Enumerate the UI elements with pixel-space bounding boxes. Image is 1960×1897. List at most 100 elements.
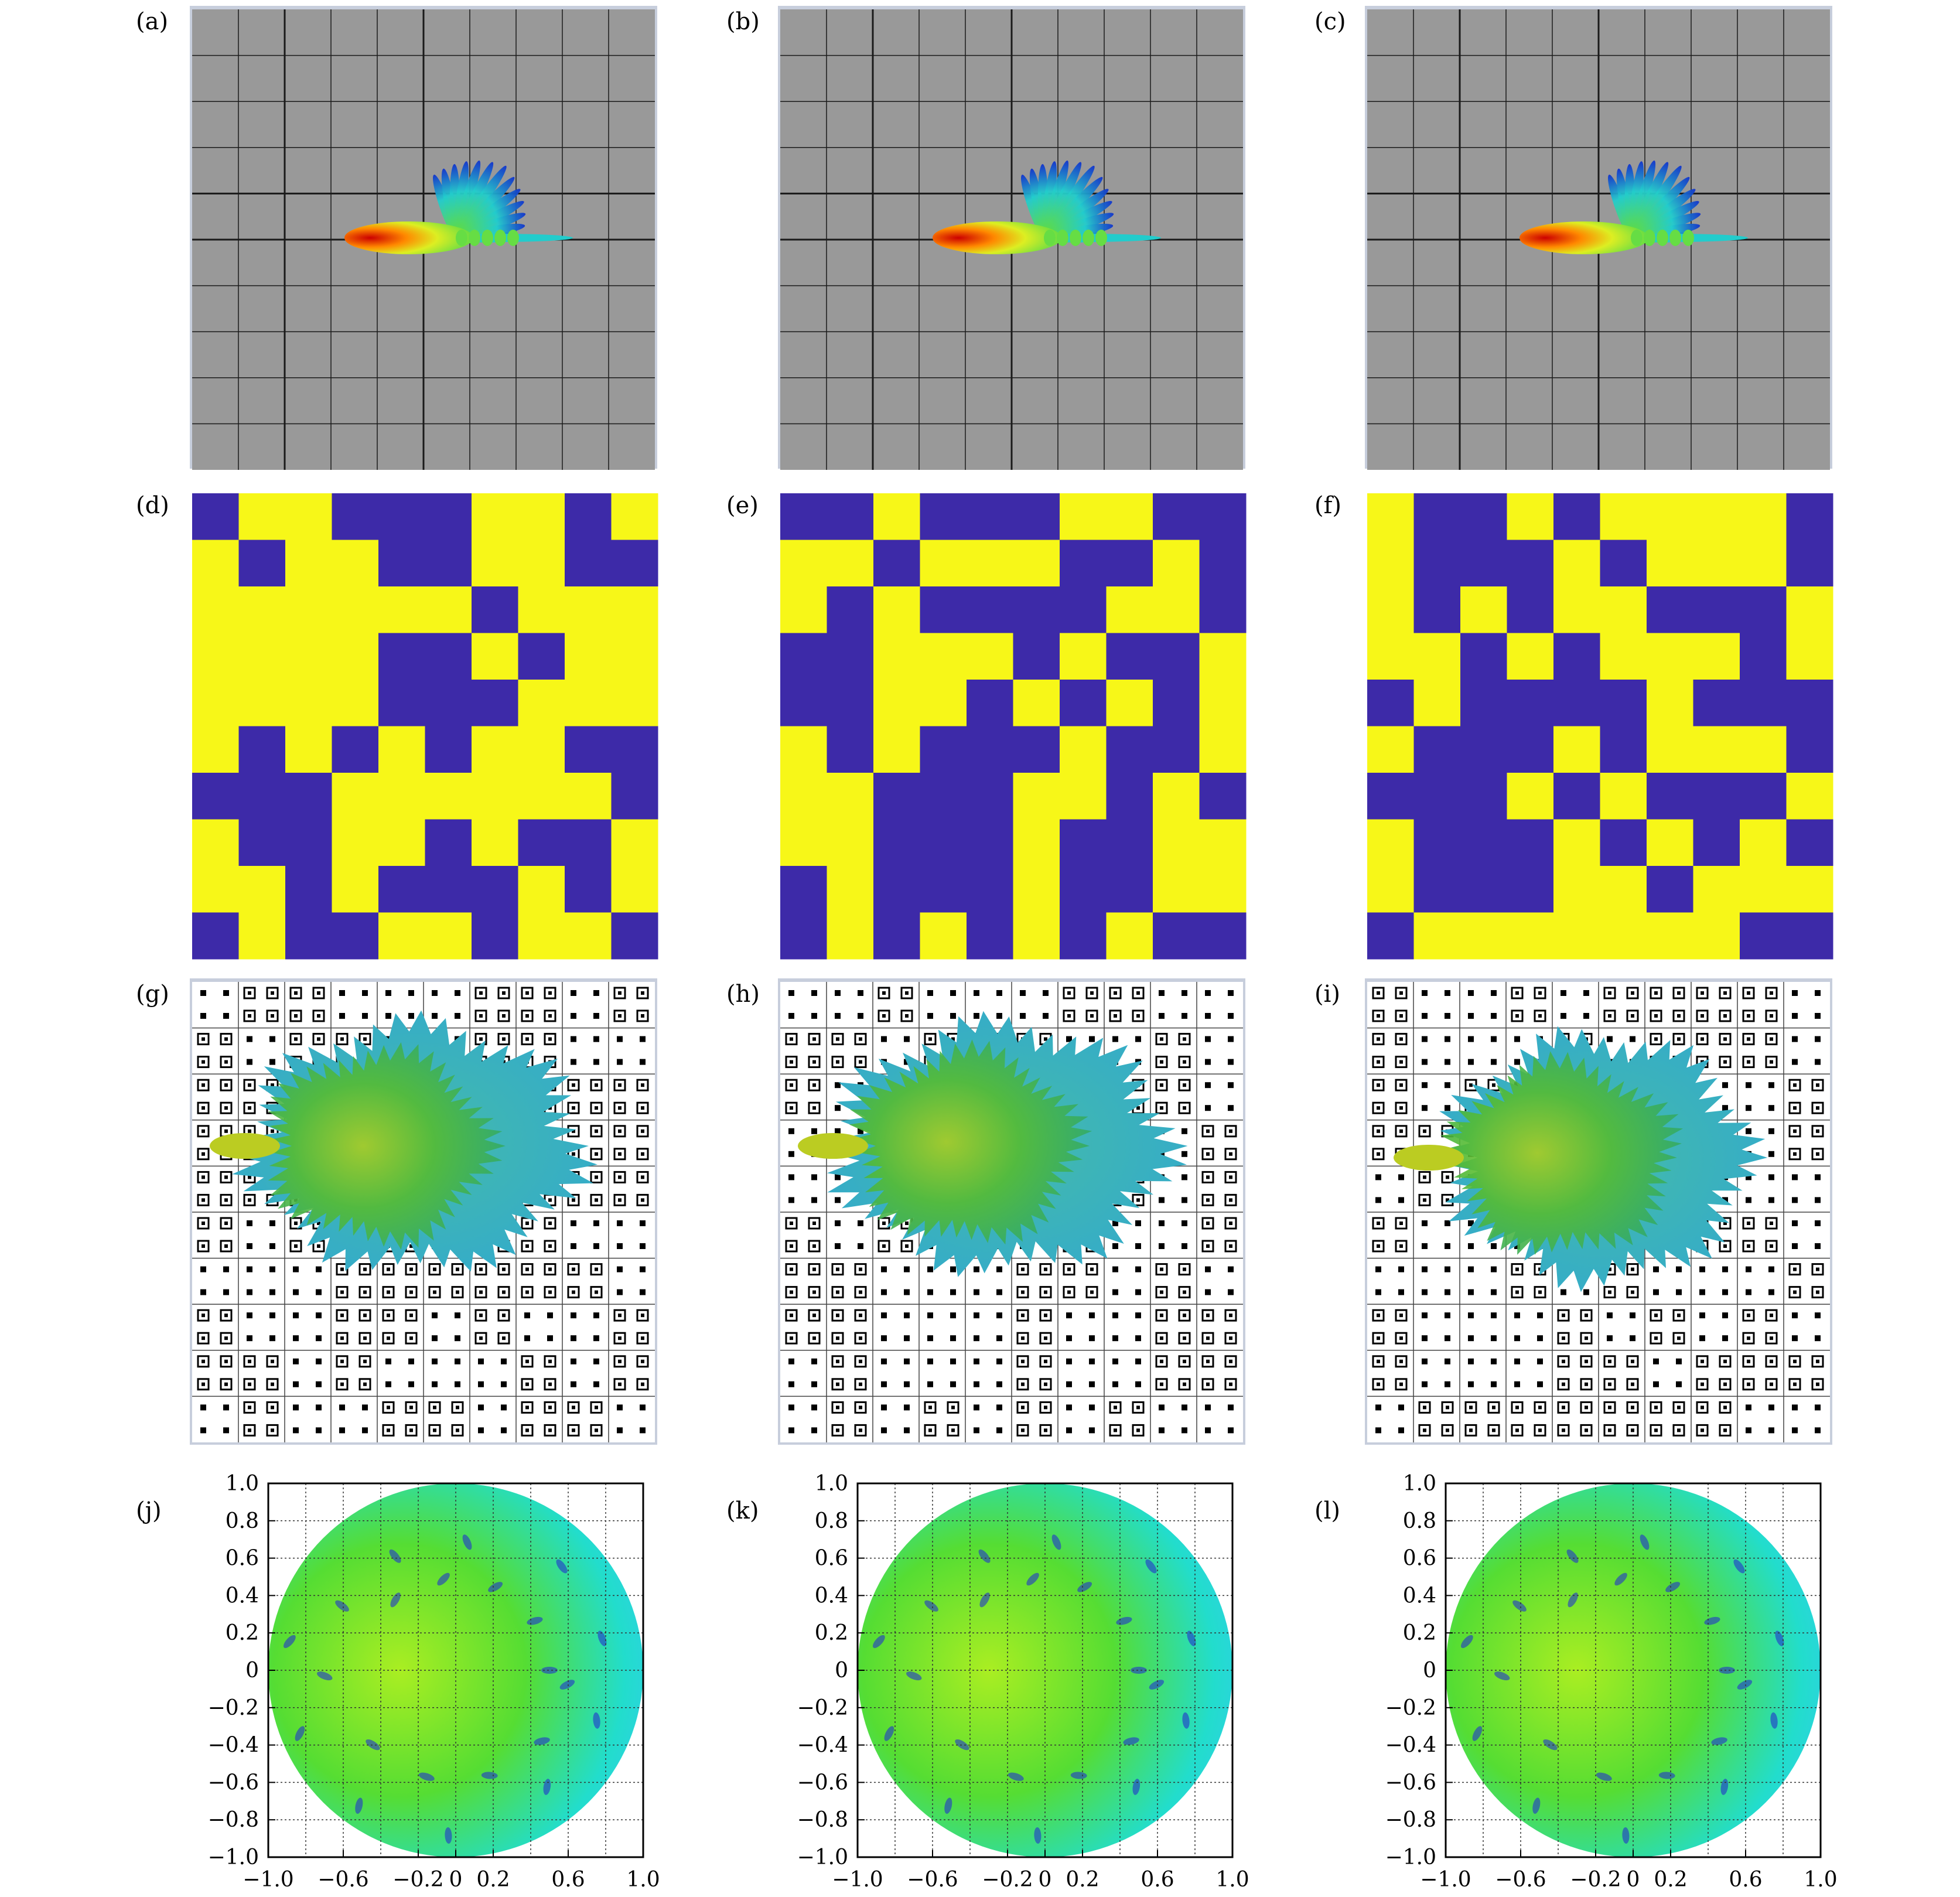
null-spot (1720, 1779, 1729, 1795)
unit-cell-ring (1039, 1401, 1052, 1414)
unit-cell-core (1585, 1313, 1588, 1318)
unit-cell-ring (497, 1332, 510, 1345)
unit-cell-patch (1792, 1197, 1798, 1203)
unit-cell-core (224, 1359, 228, 1363)
coding-cell (1507, 912, 1554, 960)
unit-cell-ring (1742, 1309, 1755, 1322)
unit-cell-ring (1534, 1009, 1546, 1022)
unit-cell-core (202, 1152, 205, 1156)
unit-cell-core (248, 1129, 251, 1133)
unit-cell-patch (788, 1128, 794, 1134)
coding-cell (1553, 819, 1600, 866)
unit-cell-patch (904, 1404, 910, 1411)
coding-cell (1647, 633, 1693, 680)
lobe-bead (482, 230, 493, 246)
unit-cell-patch (974, 1266, 979, 1272)
unit-cell-core (387, 1336, 390, 1340)
unit-cell-patch (1228, 1266, 1234, 1272)
unit-cell-ring (947, 1401, 959, 1414)
unit-cell-patch (1445, 1105, 1450, 1111)
y-tick-label: 0 (245, 1659, 259, 1683)
unit-cell-patch (1722, 1197, 1728, 1203)
coding-cell (1786, 633, 1833, 680)
unit-cell-patch (881, 1358, 887, 1364)
coding-cell (611, 586, 658, 633)
unit-cell-core (1377, 1106, 1380, 1110)
unit-cell-ring (1672, 987, 1685, 999)
unit-cell-ring (1395, 1332, 1408, 1345)
x-tick-label: 1.0 (626, 1868, 660, 1892)
unit-cell-core (433, 1267, 436, 1271)
unit-cell-patch (1514, 1059, 1520, 1065)
unit-cell-core (1538, 1405, 1542, 1410)
unit-cell-core (1206, 1359, 1210, 1363)
coding-cell (1413, 819, 1461, 866)
unit-cell-patch (1699, 1289, 1705, 1295)
null-spot (1472, 1726, 1483, 1741)
unit-cell-core (479, 1267, 483, 1271)
unit-cell-patch (1089, 1358, 1095, 1364)
unit-cell-core (1747, 1014, 1750, 1018)
coding-cell (1507, 819, 1554, 866)
unit-cell-ring (1224, 1240, 1237, 1253)
coding-cell (1153, 586, 1200, 633)
unit-cell-patch (1746, 1082, 1751, 1089)
unit-cell-patch (1398, 1266, 1404, 1272)
unit-cell-core (1631, 1359, 1634, 1363)
unit-cell-ring (1696, 1355, 1709, 1368)
unit-cell-core (479, 1037, 483, 1041)
unit-cell-patch (547, 1335, 553, 1342)
unit-cell-patch (223, 1404, 229, 1411)
unit-cell-core (618, 1336, 622, 1340)
y-tick-label: 0.6 (226, 1547, 259, 1571)
unit-cell-ring (521, 1424, 534, 1437)
coding-cell (1153, 866, 1200, 913)
unit-cell-core (1723, 1014, 1727, 1018)
unit-cell-patch (788, 1358, 794, 1364)
coding-cell (1507, 586, 1554, 633)
unit-cell-ring (1395, 1309, 1408, 1322)
unit-cell-ring (197, 1101, 210, 1114)
unit-cell-core (1723, 1405, 1727, 1410)
unit-cell-patch (1491, 1059, 1497, 1065)
lobe-bead (1644, 230, 1655, 246)
unit-cell-ring (636, 1171, 649, 1183)
unit-cell-ring (1016, 1424, 1029, 1437)
coding-cell (472, 586, 518, 633)
unit-cell-patch (1768, 1197, 1774, 1203)
unit-cell-ring (336, 1033, 349, 1046)
unit-cell-patch (1792, 1013, 1798, 1019)
unit-cell-ring (1224, 1148, 1237, 1161)
unit-cell-patch (1630, 1036, 1635, 1042)
null-spot (541, 1667, 558, 1674)
coding-cell (1600, 680, 1647, 726)
coding-cell (238, 819, 286, 866)
unit-cell-patch (1653, 1289, 1659, 1295)
unit-cell-core (572, 1290, 575, 1294)
unit-cell-ring (1650, 1401, 1662, 1414)
unit-cell-patch (1630, 1335, 1635, 1342)
unit-cell-patch (1699, 1312, 1705, 1319)
unit-cell-patch (1159, 1151, 1165, 1157)
unit-cell-core (1747, 1336, 1750, 1340)
unit-cell-core (1515, 1290, 1519, 1294)
unit-cell-patch (996, 1427, 1002, 1434)
unit-cell-patch (1066, 1335, 1072, 1342)
panel-label: (j) (136, 1497, 162, 1524)
coding-cell (1507, 680, 1554, 726)
unit-cell-ring (1039, 1355, 1052, 1368)
coding-cell (378, 773, 425, 820)
unit-cell-core (951, 1428, 955, 1432)
unit-cell-patch (927, 1013, 933, 1019)
null-spot (481, 1772, 498, 1779)
unit-cell-ring (1742, 1033, 1755, 1046)
lobe-bead (469, 230, 480, 246)
unit-cell-core (271, 1014, 274, 1018)
unit-cell-patch (293, 1358, 299, 1364)
unit-cell-patch (1445, 1220, 1450, 1226)
unit-cell-core (433, 1290, 436, 1294)
unit-cell-patch (1205, 1266, 1211, 1272)
unit-cell-ring (1719, 1401, 1732, 1414)
coding-cell (1693, 819, 1740, 866)
coding-cell (1647, 773, 1693, 820)
